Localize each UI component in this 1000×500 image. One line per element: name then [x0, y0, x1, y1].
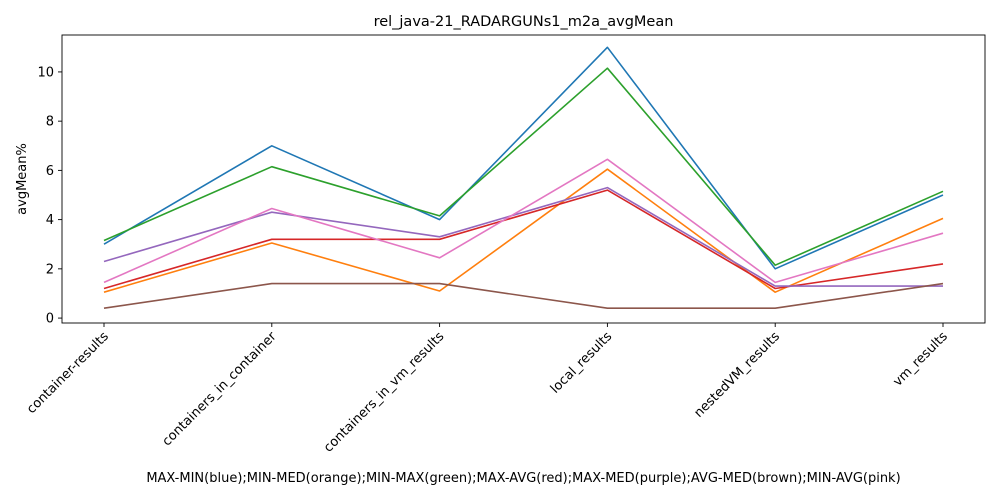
series-line-4 — [103, 189, 944, 290]
y-tick-label: 6 — [46, 164, 54, 179]
y-tick-label: 8 — [46, 115, 54, 130]
y-tick-label: 4 — [46, 213, 54, 228]
y-tick-label: 10 — [37, 65, 54, 80]
series-line-7 — [103, 158, 944, 284]
series-line-3 — [103, 67, 944, 267]
y-axis-label: avgMean% — [15, 143, 30, 215]
plot-frame — [61, 34, 986, 324]
series-line-2 — [103, 168, 944, 294]
chart-title: rel_java-21_RADARGUNs1_m2a_avgMean — [374, 14, 674, 30]
y-tick-label: 0 — [46, 312, 54, 327]
series-line-6 — [103, 282, 944, 310]
y-tick-label: 2 — [46, 262, 54, 277]
x-axis-label: MAX-MIN(blue);MIN-MED(orange);MIN-MAX(gr… — [146, 471, 900, 486]
y-axis: 0 2 4 6 8 10 — [37, 65, 62, 327]
series-layer — [103, 46, 944, 310]
series-line-1 — [103, 46, 944, 270]
